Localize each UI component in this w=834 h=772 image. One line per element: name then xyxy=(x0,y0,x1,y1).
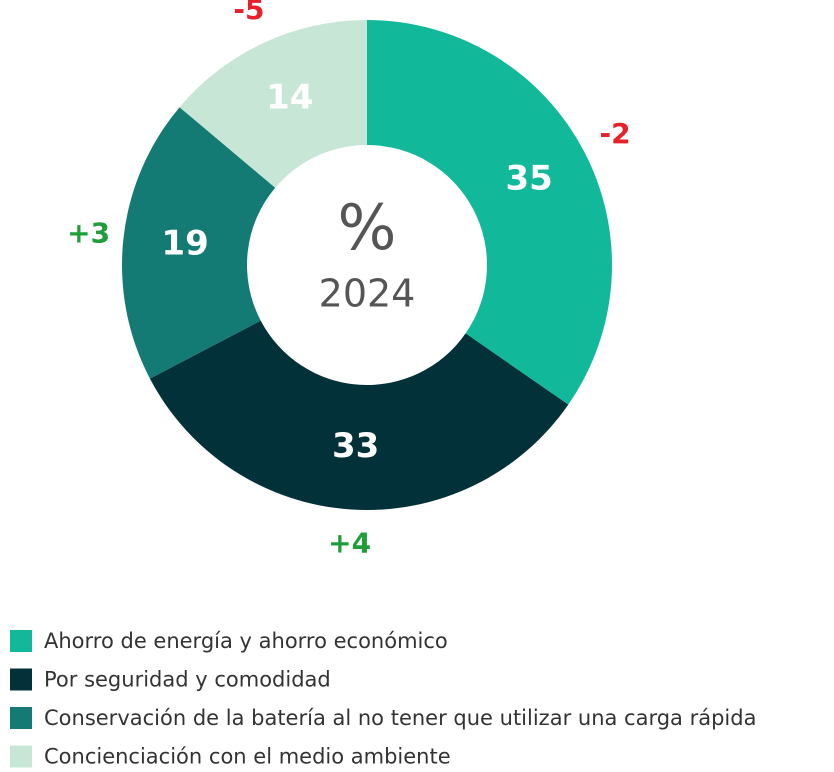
legend-swatch xyxy=(10,707,32,729)
value-label: 14 xyxy=(266,78,313,118)
donut-segment xyxy=(367,20,613,405)
legend-label: Concienciación con el medio ambiente xyxy=(44,745,451,769)
legend-swatch xyxy=(10,630,32,652)
legend-swatch xyxy=(10,745,32,768)
value-label: 33 xyxy=(332,426,379,466)
donut-segment xyxy=(121,107,276,379)
change-label: -5 xyxy=(233,0,264,26)
value-label: 19 xyxy=(161,224,208,264)
legend-swatch xyxy=(10,668,32,691)
legend-label: Conservación de la batería al no tener q… xyxy=(44,706,756,730)
change-label: +3 xyxy=(67,217,110,250)
center-symbol: % xyxy=(338,191,397,264)
center-label: 2024 xyxy=(319,272,416,316)
legend-label: Por seguridad y comodidad xyxy=(44,668,331,692)
change-label: -2 xyxy=(600,117,631,150)
change-label: +4 xyxy=(328,526,371,559)
donut-segment xyxy=(149,320,569,511)
value-label: 35 xyxy=(505,159,552,199)
donut-segment xyxy=(179,20,367,188)
legend-label: Ahorro de energía y ahorro económico xyxy=(44,629,448,653)
